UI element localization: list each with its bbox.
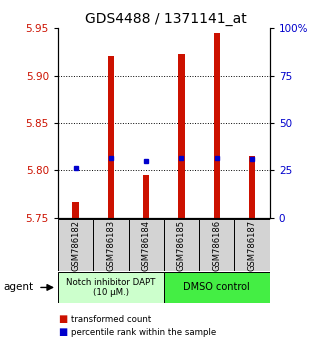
Bar bbox=[72, 202, 79, 218]
Text: agent: agent bbox=[3, 282, 33, 292]
FancyBboxPatch shape bbox=[199, 219, 234, 271]
Text: percentile rank within the sample: percentile rank within the sample bbox=[71, 328, 216, 337]
FancyBboxPatch shape bbox=[128, 219, 164, 271]
Text: GSM786186: GSM786186 bbox=[212, 219, 221, 271]
FancyBboxPatch shape bbox=[58, 272, 164, 303]
Text: Notch inhibitor DAPT
(10 μM.): Notch inhibitor DAPT (10 μM.) bbox=[66, 278, 156, 297]
Text: GSM786187: GSM786187 bbox=[248, 219, 257, 271]
Bar bbox=[108, 56, 114, 218]
FancyBboxPatch shape bbox=[93, 219, 128, 271]
Text: GDS4488 / 1371141_at: GDS4488 / 1371141_at bbox=[85, 12, 246, 27]
FancyBboxPatch shape bbox=[58, 219, 93, 271]
Text: GSM786184: GSM786184 bbox=[142, 219, 151, 271]
Bar bbox=[249, 156, 255, 218]
Text: GSM786183: GSM786183 bbox=[106, 219, 116, 271]
FancyBboxPatch shape bbox=[164, 219, 199, 271]
Text: GSM786185: GSM786185 bbox=[177, 219, 186, 271]
FancyBboxPatch shape bbox=[234, 219, 270, 271]
Bar bbox=[143, 175, 149, 218]
Bar bbox=[213, 33, 220, 218]
Text: DMSO control: DMSO control bbox=[183, 282, 250, 292]
Bar bbox=[178, 54, 185, 218]
FancyBboxPatch shape bbox=[164, 272, 270, 303]
Text: GSM786182: GSM786182 bbox=[71, 219, 80, 271]
Text: transformed count: transformed count bbox=[71, 315, 151, 324]
Text: ■: ■ bbox=[58, 327, 67, 337]
Text: ■: ■ bbox=[58, 314, 67, 324]
